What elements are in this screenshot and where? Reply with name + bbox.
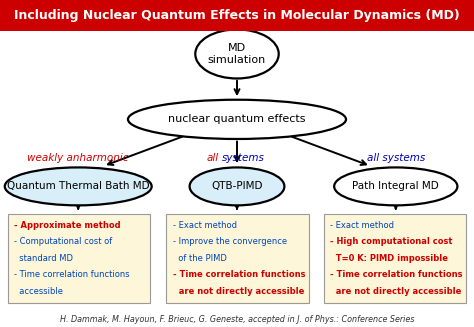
Text: Quantum Thermal Bath MD: Quantum Thermal Bath MD [7, 181, 149, 191]
Ellipse shape [195, 29, 279, 78]
Ellipse shape [5, 167, 152, 205]
Text: - Exact method: - Exact method [330, 221, 394, 230]
Text: Including Nuclear Quantum Effects in Molecular Dynamics (MD): Including Nuclear Quantum Effects in Mol… [14, 9, 460, 22]
Ellipse shape [190, 167, 284, 205]
Text: all: all [206, 152, 219, 163]
Text: accessible: accessible [14, 286, 63, 296]
Text: - Time correlation functions: - Time correlation functions [330, 270, 463, 279]
Text: - Time correlation functions: - Time correlation functions [14, 270, 130, 279]
Ellipse shape [128, 100, 346, 139]
Text: H. Dammak, M. Hayoun, F. Brieuc, G. Geneste, accepted in J. of Phys.: Conference: H. Dammak, M. Hayoun, F. Brieuc, G. Gene… [60, 315, 414, 324]
Text: nuclear quantum effects: nuclear quantum effects [168, 114, 306, 124]
Text: systems: systems [222, 152, 264, 163]
Text: T=0 K: PIMD impossible: T=0 K: PIMD impossible [330, 254, 448, 263]
Text: are not directly accessible: are not directly accessible [173, 286, 304, 296]
Text: - Computational cost of: - Computational cost of [14, 237, 112, 247]
FancyBboxPatch shape [166, 214, 309, 303]
Text: MD
simulation: MD simulation [208, 43, 266, 65]
Text: are not directly accessible: are not directly accessible [330, 286, 462, 296]
Text: all systems: all systems [367, 152, 425, 163]
Text: weakly anharmonic: weakly anharmonic [27, 152, 129, 163]
FancyBboxPatch shape [8, 214, 150, 303]
Text: QTB-PIMD: QTB-PIMD [211, 181, 263, 191]
Text: of the PIMD: of the PIMD [173, 254, 227, 263]
Text: - Time correlation functions: - Time correlation functions [173, 270, 305, 279]
FancyBboxPatch shape [0, 0, 474, 31]
FancyBboxPatch shape [324, 214, 466, 303]
Text: - Approximate method: - Approximate method [14, 221, 121, 230]
Text: Path Integral MD: Path Integral MD [352, 181, 439, 191]
Text: - Exact method: - Exact method [173, 221, 237, 230]
Text: - Improve the convergence: - Improve the convergence [173, 237, 287, 247]
Text: standard MD: standard MD [14, 254, 73, 263]
Text: - High computational cost: - High computational cost [330, 237, 453, 247]
Ellipse shape [334, 167, 457, 205]
